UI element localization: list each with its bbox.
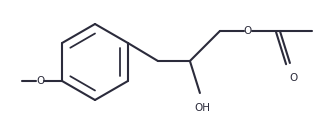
Text: O: O xyxy=(36,76,44,86)
Text: OH: OH xyxy=(194,103,210,113)
Text: O: O xyxy=(290,73,298,83)
Text: O: O xyxy=(244,26,252,36)
